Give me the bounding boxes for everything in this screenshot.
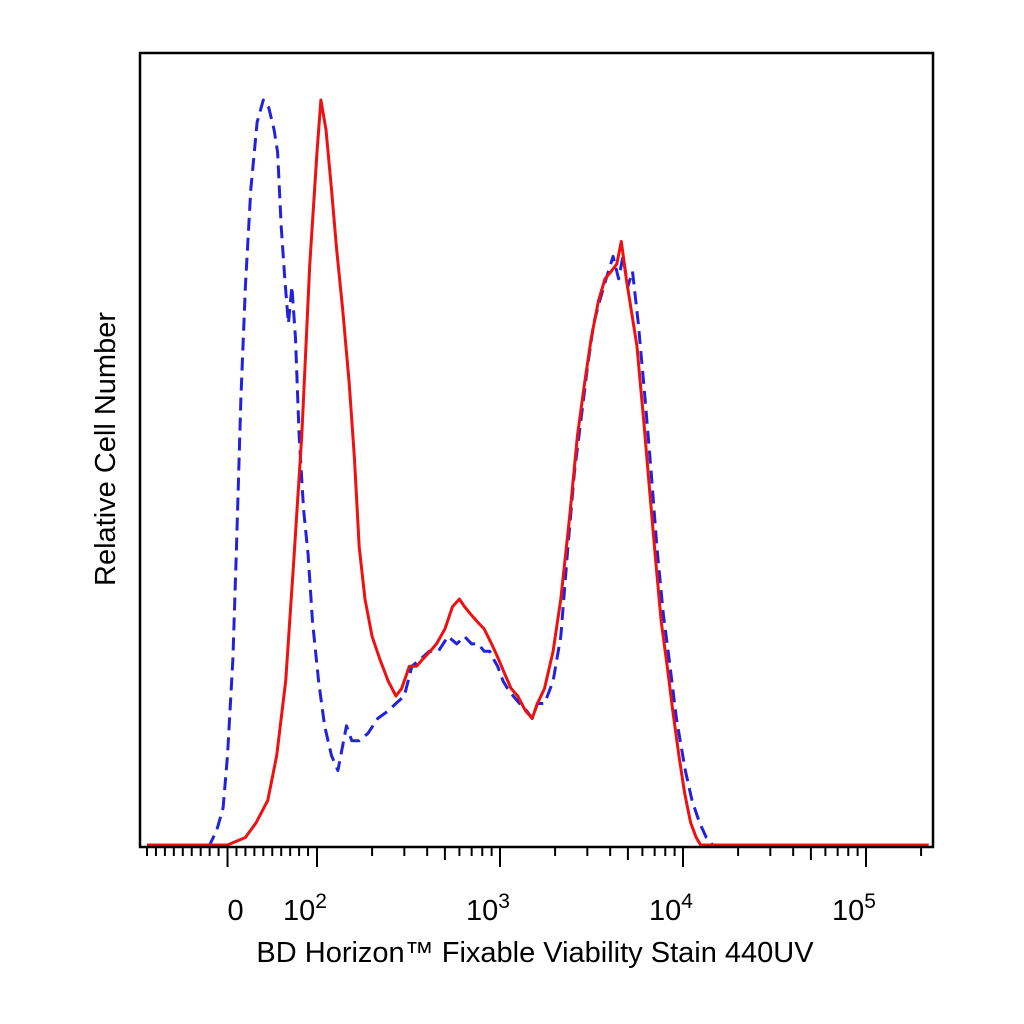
x-tick-label-100: 102 — [283, 890, 327, 927]
x-tick-label-10000: 104 — [649, 890, 693, 927]
x-tick-label-zero: 0 — [227, 895, 243, 927]
plot-frame — [138, 51, 935, 849]
x-tick-label-100000: 105 — [832, 890, 876, 927]
series-line-1 — [147, 98, 929, 847]
y-axis-label: Relative Cell Number — [90, 312, 122, 586]
plot-area — [147, 98, 929, 847]
x-tick-label-1000: 103 — [466, 890, 510, 927]
x-axis-label: BD Horizon™ Fixable Viability Stain 440U… — [256, 937, 814, 969]
x-axis-tick-labels: 0 102 103 104 105 — [227, 890, 876, 927]
series-line-2 — [147, 98, 929, 847]
x-axis-ticks — [146, 847, 923, 867]
